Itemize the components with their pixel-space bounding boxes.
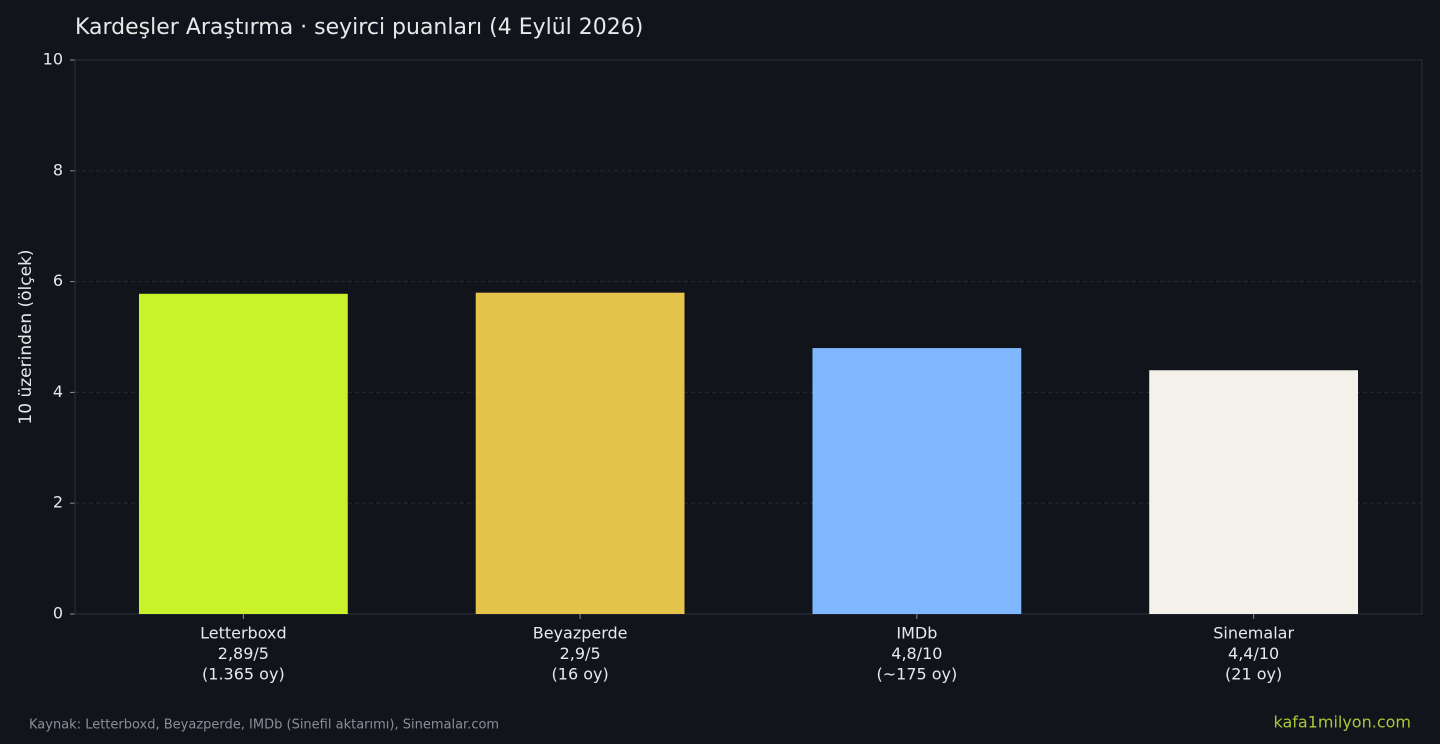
- bar: [812, 348, 1022, 614]
- plot-frame: [74, 59, 1423, 615]
- y-axis-label: 10 üzerinden (ölçek): [16, 249, 36, 424]
- x-tick-label: Sinemalar: [1213, 624, 1294, 643]
- bar: [475, 292, 685, 614]
- x-tick-label: (16 oy): [552, 665, 609, 684]
- x-tick-label: 4,4/10: [1228, 644, 1279, 663]
- x-tick-label: 2,9/5: [560, 644, 601, 663]
- x-tick-label: Letterboxd: [200, 624, 287, 643]
- y-tick-label: 6: [53, 271, 63, 290]
- x-tick-label: (~175 oy): [876, 665, 957, 684]
- x-tick-label: 4,8/10: [891, 644, 942, 663]
- chart-title: Kardeşler Araştırma · seyirci puanları (…: [75, 15, 643, 40]
- bar: [1149, 370, 1359, 614]
- x-tick-label: (21 oy): [1225, 665, 1282, 684]
- x-tick-label: Beyazperde: [533, 624, 628, 643]
- y-tick-label: 4: [53, 382, 63, 401]
- y-tick-label: 0: [53, 604, 63, 623]
- x-tick-label: 2,89/5: [218, 644, 269, 663]
- x-tick-label: IMDb: [896, 624, 937, 643]
- y-tick-label: 8: [53, 160, 63, 179]
- watermark: kafa1milyon.com: [1273, 713, 1411, 732]
- y-tick-label: 2: [53, 493, 63, 512]
- y-tick-label: 10: [43, 50, 63, 69]
- source-note: Kaynak: Letterboxd, Beyazperde, IMDb (Si…: [29, 718, 499, 733]
- x-tick-label: (1.365 oy): [202, 665, 285, 684]
- bar: [138, 293, 348, 614]
